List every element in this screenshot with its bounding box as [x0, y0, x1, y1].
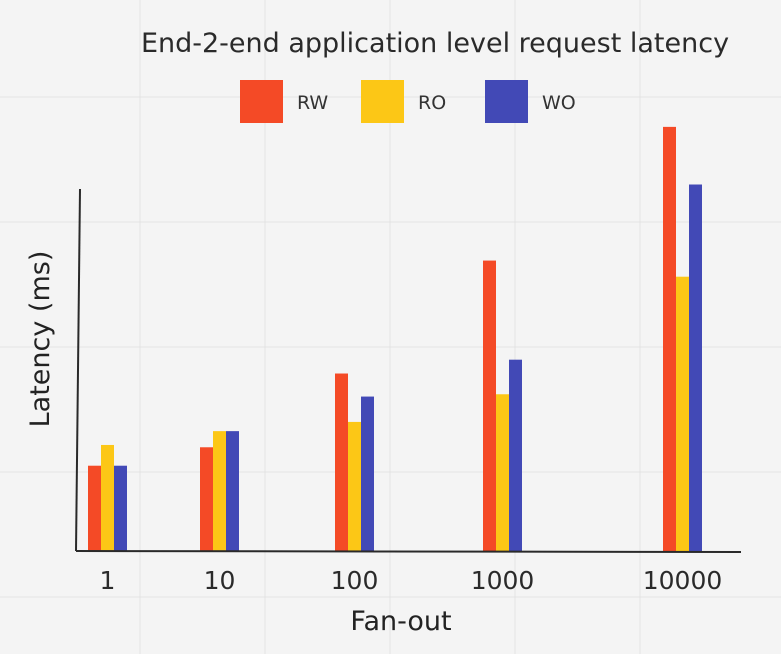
- bar-wo-10000: [689, 184, 702, 551]
- y-axis-title: Latency (ms): [25, 251, 56, 428]
- x-axis-line: [75, 550, 742, 553]
- legend-label-ro: RO: [418, 92, 446, 114]
- legend-swatch-rw: [240, 80, 283, 123]
- x-axis-title: Fan-out: [350, 606, 451, 637]
- legend: RW RO WO: [240, 80, 576, 123]
- bars: [88, 126, 702, 551]
- bar-ro-100: [348, 421, 361, 551]
- x-tick-label: 1000: [471, 566, 535, 595]
- bar-wo-1000: [509, 359, 522, 551]
- legend-swatch-ro: [361, 80, 404, 123]
- bar-rw-10: [200, 447, 213, 551]
- bar-rw-100: [335, 373, 348, 551]
- bar-rw-1: [88, 465, 101, 551]
- x-tick-label: 10000: [643, 566, 723, 595]
- bar-rw-1000: [483, 260, 496, 551]
- bar-rw-10000: [663, 126, 676, 551]
- legend-label-wo: WO: [542, 92, 576, 114]
- bar-ro-10000: [676, 276, 689, 551]
- legend-label-rw: RW: [297, 92, 328, 114]
- bar-wo-10: [226, 431, 239, 551]
- bar-ro-1: [101, 444, 114, 551]
- chart-title: End-2-end application level request late…: [141, 28, 729, 59]
- bar-ro-10: [213, 431, 226, 551]
- x-tick-label: 10: [204, 566, 236, 595]
- bar-wo-100: [361, 396, 374, 551]
- x-tick-label: 100: [331, 566, 379, 595]
- x-tick-label: 1: [100, 566, 116, 595]
- bar-wo-1: [114, 465, 127, 551]
- y-axis-line: [75, 188, 81, 552]
- x-ticks: 1 10 100 1000 10000: [100, 566, 723, 595]
- legend-swatch-wo: [485, 80, 528, 123]
- bar-ro-1000: [496, 394, 509, 551]
